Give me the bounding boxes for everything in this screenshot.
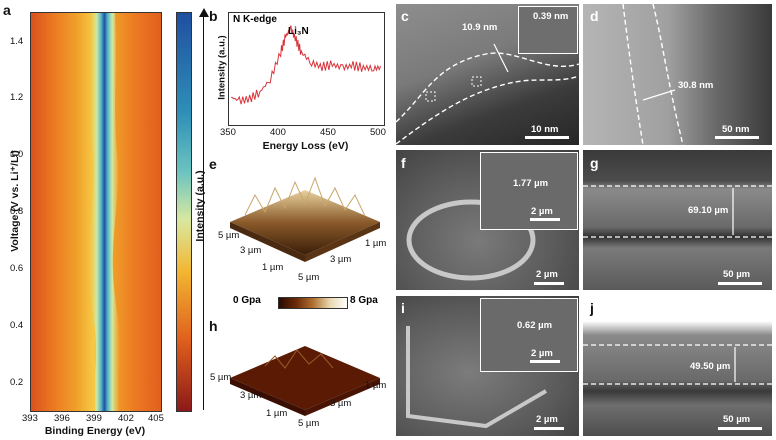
panel-b-xtick: 500 bbox=[370, 127, 386, 138]
panel-d-image bbox=[583, 4, 772, 145]
panel-e-axis-label: 1 µm bbox=[365, 238, 387, 249]
panel-h-label: h bbox=[209, 318, 218, 334]
panel-f-scalebar bbox=[534, 282, 564, 285]
panel-f-scale-text: 2 µm bbox=[536, 269, 558, 280]
panel-e-axis-label: 3 µm bbox=[240, 245, 262, 256]
panel-c-inset-text: 0.39 nm bbox=[533, 11, 569, 22]
panel-h-colorbar bbox=[278, 297, 348, 309]
panel-a-xtick: 405 bbox=[148, 413, 164, 424]
panel-h-axis-label: 3 µm bbox=[240, 390, 262, 401]
panel-b-peak-label: Li₃N bbox=[288, 26, 309, 37]
colorbar-label: Intensity (a.u.) bbox=[194, 170, 206, 242]
panel-f-inset-scalebar bbox=[530, 218, 560, 221]
panel-i-scalebar bbox=[534, 427, 564, 430]
panel-g-thickness: 69.10 µm bbox=[688, 205, 729, 216]
panel-d-scale-text: 50 nm bbox=[722, 124, 750, 135]
panel-i-scale-text: 2 µm bbox=[536, 414, 558, 425]
arrow-head-icon bbox=[199, 8, 209, 17]
panel-h-axis-label: 1 µm bbox=[365, 380, 387, 391]
panel-a-xtick: 396 bbox=[54, 413, 70, 424]
panel-f-inset-scale-text: 2 µm bbox=[531, 206, 553, 217]
panel-i-label: i bbox=[401, 300, 405, 316]
panel-h-axis-label: 5 µm bbox=[210, 372, 232, 383]
panel-d-scalebar bbox=[715, 136, 759, 139]
panel-e-axis-label: 3 µm bbox=[330, 254, 352, 265]
panel-b-xtick: 350 bbox=[220, 127, 236, 138]
panel-j-scalebar bbox=[718, 427, 762, 430]
panel-e-label: e bbox=[209, 156, 217, 172]
panel-j-thickness: 49.50 µm bbox=[690, 361, 731, 372]
spectrum-line bbox=[230, 25, 382, 105]
panel-a-ytick: 0.6 bbox=[10, 263, 24, 274]
panel-a-xtick: 399 bbox=[86, 413, 102, 424]
panel-c-label: c bbox=[401, 8, 409, 24]
panel-a-xtick: 393 bbox=[22, 413, 38, 424]
panel-a-ytick: 1.2 bbox=[10, 92, 24, 103]
heatmap-band bbox=[88, 13, 121, 411]
panel-b-xtick: 400 bbox=[270, 127, 286, 138]
panel-c-inset bbox=[518, 6, 578, 54]
panel-b-plot bbox=[228, 12, 385, 126]
panel-g-image bbox=[583, 150, 772, 290]
panel-h-axis-label: 3 µm bbox=[330, 398, 352, 409]
panel-a-ylabel: Voltage (V vs. Li⁺/Li) bbox=[9, 150, 21, 252]
panel-j-label: j bbox=[590, 300, 594, 316]
panel-a-ytick: 0.8 bbox=[10, 206, 24, 217]
panel-h-axis-label: 5 µm bbox=[298, 418, 320, 429]
panel-c-scalebar bbox=[525, 136, 569, 139]
panel-j-image bbox=[583, 296, 772, 436]
panel-e-surface bbox=[230, 176, 380, 262]
panel-g-scalebar bbox=[718, 282, 762, 285]
panel-g-scale-text: 50 µm bbox=[723, 269, 751, 280]
panel-h-surface bbox=[230, 346, 380, 416]
panel-c-scale-text: 10 nm bbox=[531, 124, 559, 135]
panel-h-colorbar-max: 8 Gpa bbox=[350, 295, 378, 306]
panel-a-heatmap bbox=[30, 12, 162, 412]
panel-a-colorbar bbox=[176, 12, 192, 412]
colorbar-arrow bbox=[203, 14, 204, 410]
panel-a-xtick: 402 bbox=[118, 413, 134, 424]
panel-b-label: b bbox=[209, 8, 218, 24]
panel-a-ytick: 1.0 bbox=[10, 149, 24, 160]
panel-f-label: f bbox=[401, 155, 406, 171]
panel-j-scale-text: 50 µm bbox=[723, 414, 751, 425]
panel-a-label: a bbox=[3, 2, 11, 18]
panel-c-thickness: 10.9 nm bbox=[462, 22, 498, 33]
panel-e-axis-label: 5 µm bbox=[218, 230, 240, 241]
panel-g-label: g bbox=[590, 155, 599, 171]
panel-b-title: N K-edge bbox=[233, 14, 277, 25]
panel-i-inset-scalebar bbox=[530, 360, 560, 363]
panel-h-colorbar-min: 0 Gpa bbox=[233, 295, 261, 306]
panel-a-ytick: 0.4 bbox=[10, 320, 24, 331]
panel-b-xlabel: Energy Loss (eV) bbox=[262, 140, 349, 152]
panel-b-xtick: 450 bbox=[320, 127, 336, 138]
panel-e-axis-label: 1 µm bbox=[262, 262, 284, 273]
panel-i-inset-scale-text: 2 µm bbox=[531, 348, 553, 359]
panel-h-axis-label: 1 µm bbox=[266, 408, 288, 419]
panel-d-label: d bbox=[590, 8, 599, 24]
panel-a-xlabel: Binding Energy (eV) bbox=[44, 425, 146, 437]
panel-a-ytick: 0.2 bbox=[10, 377, 24, 388]
panel-b-ylabel: Intensity (a.u.) bbox=[216, 35, 228, 100]
panel-i-inset bbox=[480, 298, 578, 372]
panel-f-inset bbox=[480, 152, 578, 230]
panel-e-axis-label: 5 µm bbox=[298, 272, 320, 283]
panel-d-thickness: 30.8 nm bbox=[678, 80, 714, 91]
panel-a-ytick: 1.4 bbox=[10, 36, 24, 47]
panel-i-inset-meas: 0.62 µm bbox=[517, 320, 553, 331]
panel-f-inset-meas: 1.77 µm bbox=[513, 178, 549, 189]
